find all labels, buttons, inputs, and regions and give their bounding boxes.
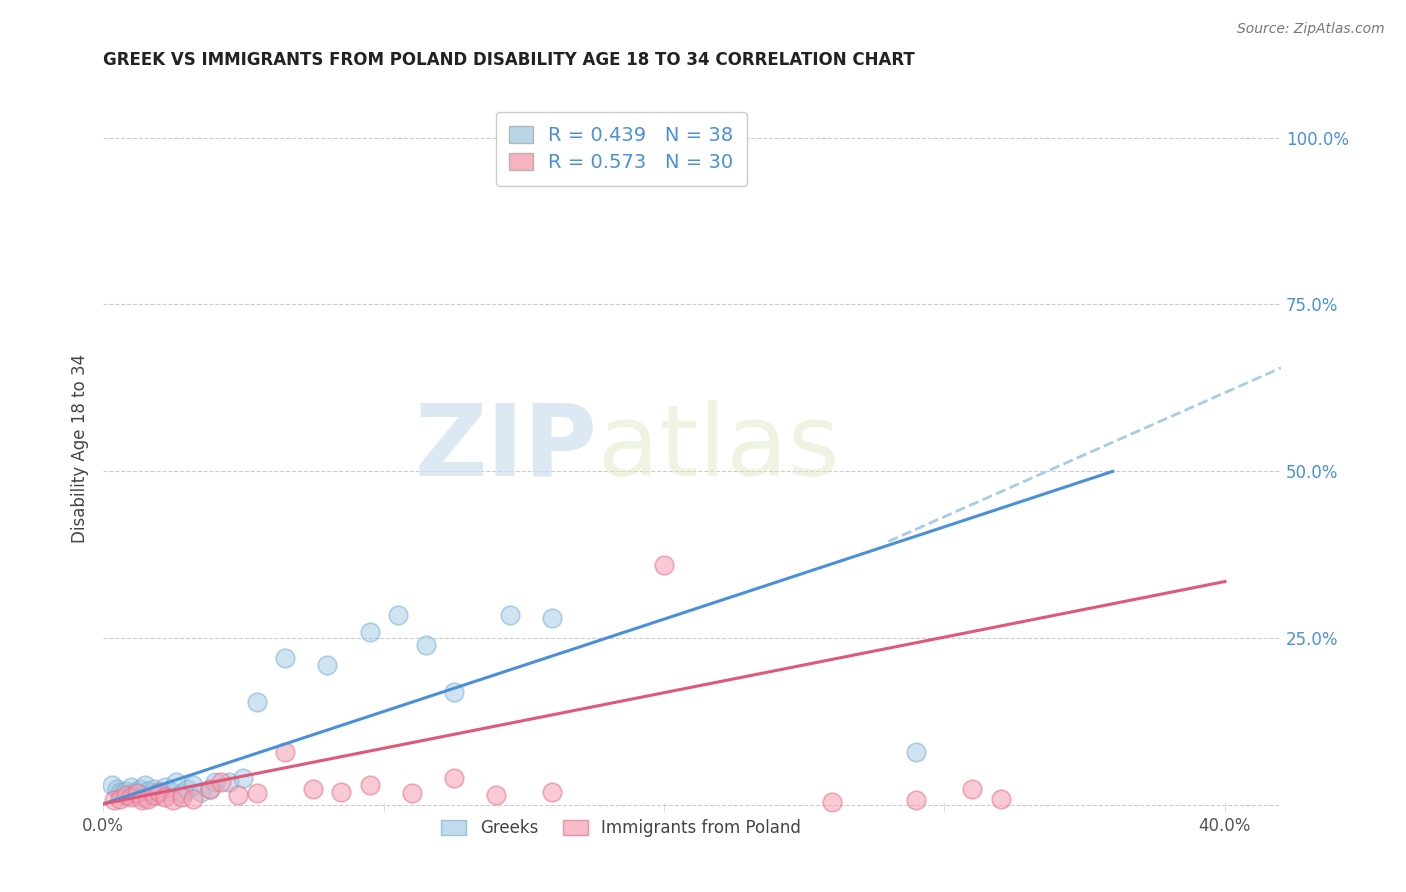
Point bbox=[120, 780, 142, 794]
Point bbox=[905, 745, 928, 759]
Point bbox=[170, 790, 193, 805]
Point bbox=[170, 786, 193, 800]
Point bbox=[176, 781, 198, 796]
Point bbox=[190, 785, 212, 799]
Point bbox=[226, 788, 249, 802]
Point bbox=[136, 783, 159, 797]
Point bbox=[218, 774, 240, 789]
Point bbox=[387, 607, 409, 622]
Point bbox=[134, 778, 156, 792]
Point bbox=[401, 786, 423, 800]
Point bbox=[485, 788, 508, 802]
Text: GREEK VS IMMIGRANTS FROM POLAND DISABILITY AGE 18 TO 34 CORRELATION CHART: GREEK VS IMMIGRANTS FROM POLAND DISABILI… bbox=[103, 51, 915, 69]
Text: ZIP: ZIP bbox=[415, 400, 598, 497]
Point bbox=[209, 774, 232, 789]
Point bbox=[302, 781, 325, 796]
Point bbox=[122, 785, 145, 799]
Point bbox=[142, 788, 165, 802]
Point bbox=[131, 793, 153, 807]
Y-axis label: Disability Age 18 to 34: Disability Age 18 to 34 bbox=[72, 353, 89, 542]
Point bbox=[246, 786, 269, 800]
Point bbox=[246, 695, 269, 709]
Point bbox=[204, 774, 226, 789]
Point bbox=[415, 638, 437, 652]
Point bbox=[198, 781, 221, 796]
Point bbox=[100, 778, 122, 792]
Point bbox=[162, 793, 184, 807]
Point bbox=[330, 785, 353, 799]
Point bbox=[153, 790, 176, 805]
Point bbox=[120, 790, 142, 805]
Point bbox=[274, 745, 297, 759]
Point bbox=[821, 795, 844, 809]
Point bbox=[114, 788, 136, 802]
Point bbox=[316, 658, 339, 673]
Point bbox=[125, 786, 148, 800]
Point bbox=[117, 788, 139, 802]
Point bbox=[198, 781, 221, 796]
Point bbox=[274, 651, 297, 665]
Legend: Greeks, Immigrants from Poland: Greeks, Immigrants from Poland bbox=[434, 813, 808, 844]
Point bbox=[443, 684, 465, 698]
Text: atlas: atlas bbox=[598, 400, 839, 497]
Point bbox=[139, 786, 162, 800]
Point bbox=[148, 785, 170, 799]
Point bbox=[103, 793, 125, 807]
Text: Source: ZipAtlas.com: Source: ZipAtlas.com bbox=[1237, 22, 1385, 37]
Point bbox=[359, 778, 381, 792]
Point bbox=[153, 780, 176, 794]
Point bbox=[136, 791, 159, 805]
Point bbox=[131, 790, 153, 805]
Point bbox=[181, 791, 204, 805]
Point bbox=[108, 791, 131, 805]
Point bbox=[114, 783, 136, 797]
Point bbox=[111, 786, 134, 800]
Point bbox=[232, 772, 254, 786]
Point bbox=[499, 607, 522, 622]
Point bbox=[962, 781, 984, 796]
Point bbox=[905, 793, 928, 807]
Point bbox=[128, 781, 150, 796]
Point bbox=[108, 785, 131, 799]
Point bbox=[142, 781, 165, 796]
Point bbox=[165, 774, 187, 789]
Point bbox=[159, 783, 181, 797]
Point bbox=[145, 788, 167, 802]
Point bbox=[105, 781, 128, 796]
Point bbox=[540, 611, 562, 625]
Point bbox=[652, 558, 675, 572]
Point bbox=[359, 624, 381, 639]
Point bbox=[181, 778, 204, 792]
Point bbox=[540, 785, 562, 799]
Point bbox=[990, 791, 1012, 805]
Point bbox=[125, 786, 148, 800]
Point bbox=[148, 785, 170, 799]
Point bbox=[443, 772, 465, 786]
